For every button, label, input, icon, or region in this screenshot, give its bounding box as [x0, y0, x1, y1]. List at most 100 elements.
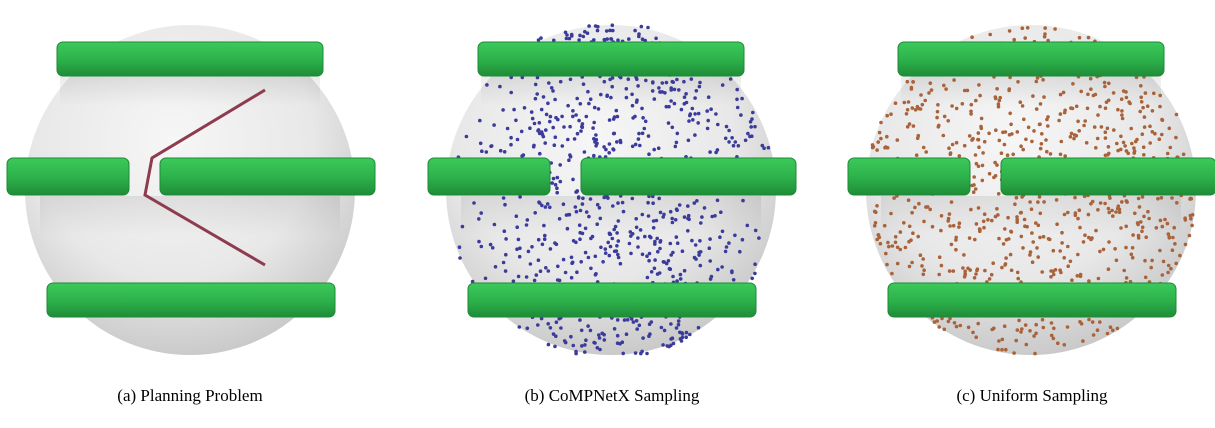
sample-dot [621, 209, 626, 214]
sample-dot [677, 203, 682, 207]
sample-dot [1066, 210, 1070, 215]
sample-dot [970, 183, 974, 188]
obstacle [6, 157, 130, 196]
sample-dot [502, 150, 507, 154]
sample-dot [904, 112, 909, 116]
sample-dot [674, 235, 679, 239]
sample-dot [1124, 90, 1128, 94]
sample-dot [579, 260, 583, 264]
sample-dot [674, 140, 679, 145]
sample-dot [583, 343, 587, 347]
sample-dot [583, 250, 588, 255]
sample-dot [587, 101, 591, 106]
sample-dot [718, 235, 722, 239]
sample-dot [951, 223, 956, 228]
sample-dot [470, 279, 475, 284]
sample-dot [597, 206, 602, 210]
sample-dot [1034, 79, 1039, 84]
sample-dot [997, 236, 1001, 241]
sample-dot [872, 209, 877, 214]
sample-dot [1183, 216, 1187, 220]
sample-dot [650, 89, 655, 93]
sample-dot [525, 326, 530, 331]
sample-dot [595, 202, 600, 207]
sample-dot [990, 327, 994, 332]
sample-dot [613, 224, 618, 229]
sample-dot [658, 240, 662, 244]
sample-dot [906, 198, 911, 202]
sample-dot [651, 201, 655, 205]
sample-dot [1098, 249, 1102, 254]
sample-dot [705, 126, 710, 131]
sample-dot [916, 234, 920, 239]
sample-dot [979, 124, 983, 129]
sample-dot [661, 343, 665, 347]
sample-dot [480, 149, 484, 153]
sample-dot [645, 275, 650, 280]
sample-dot [602, 145, 606, 149]
sample-dot [1089, 87, 1093, 91]
sample-dot [589, 266, 593, 271]
sample-dot [1153, 131, 1157, 136]
sample-dot [911, 80, 915, 84]
sample-dot [557, 278, 562, 283]
sample-dot [580, 344, 584, 348]
sample-dot [1062, 343, 1067, 347]
sample-dot [895, 138, 900, 142]
sample-dot [750, 276, 754, 281]
sample-dot [649, 270, 654, 274]
sample-dot [567, 36, 572, 41]
sample-dot [646, 200, 650, 205]
sample-dot [602, 332, 606, 337]
sample-dot [997, 138, 1002, 143]
sample-dot [574, 240, 578, 245]
sample-dot [954, 106, 959, 111]
sample-dot [502, 229, 507, 233]
sample-dot [1081, 240, 1086, 244]
sample-dot [635, 77, 639, 81]
sample-dot [1089, 202, 1093, 206]
sample-dot [555, 190, 559, 195]
sample-dot [1034, 322, 1038, 327]
sample-dot [541, 95, 546, 99]
sample-dot [580, 122, 585, 126]
sample-dot [555, 186, 559, 190]
sample-dot [646, 25, 650, 30]
sample-dot [1030, 260, 1035, 265]
sample-dot [1012, 351, 1016, 355]
sample-dot [981, 151, 985, 155]
sample-dot [1157, 137, 1162, 141]
sample-dot [947, 146, 951, 150]
sample-dot [675, 77, 679, 82]
sample-dot [1081, 339, 1085, 343]
sample-dot [967, 134, 972, 138]
sample-dot [997, 339, 1001, 343]
sample-dot [1058, 249, 1062, 253]
sample-dot [1032, 129, 1036, 133]
sample-dot [947, 269, 952, 273]
sample-dot [974, 161, 979, 166]
sample-dot [1087, 279, 1091, 283]
sample-dot [657, 86, 661, 90]
sample-dot [1058, 92, 1063, 97]
sample-dot [1105, 126, 1110, 131]
sample-dot [1033, 351, 1037, 356]
sample-dot [1030, 139, 1034, 144]
sample-dot [532, 121, 537, 126]
sample-dot [540, 203, 544, 208]
shadow-band [60, 76, 320, 106]
sample-dot [1190, 223, 1194, 228]
sample-dot [559, 326, 563, 330]
sample-dot [1170, 196, 1174, 200]
sample-dot [921, 257, 925, 261]
sample-dot [1007, 29, 1012, 33]
sample-dot [546, 342, 551, 347]
sample-dot [644, 78, 648, 83]
sample-dot [913, 205, 917, 210]
sample-dot [1114, 210, 1118, 214]
sample-dot [1158, 248, 1162, 253]
sample-dot [1055, 222, 1059, 226]
sample-dot [731, 278, 736, 282]
sample-dot [1060, 230, 1064, 235]
sample-dot [615, 114, 620, 119]
